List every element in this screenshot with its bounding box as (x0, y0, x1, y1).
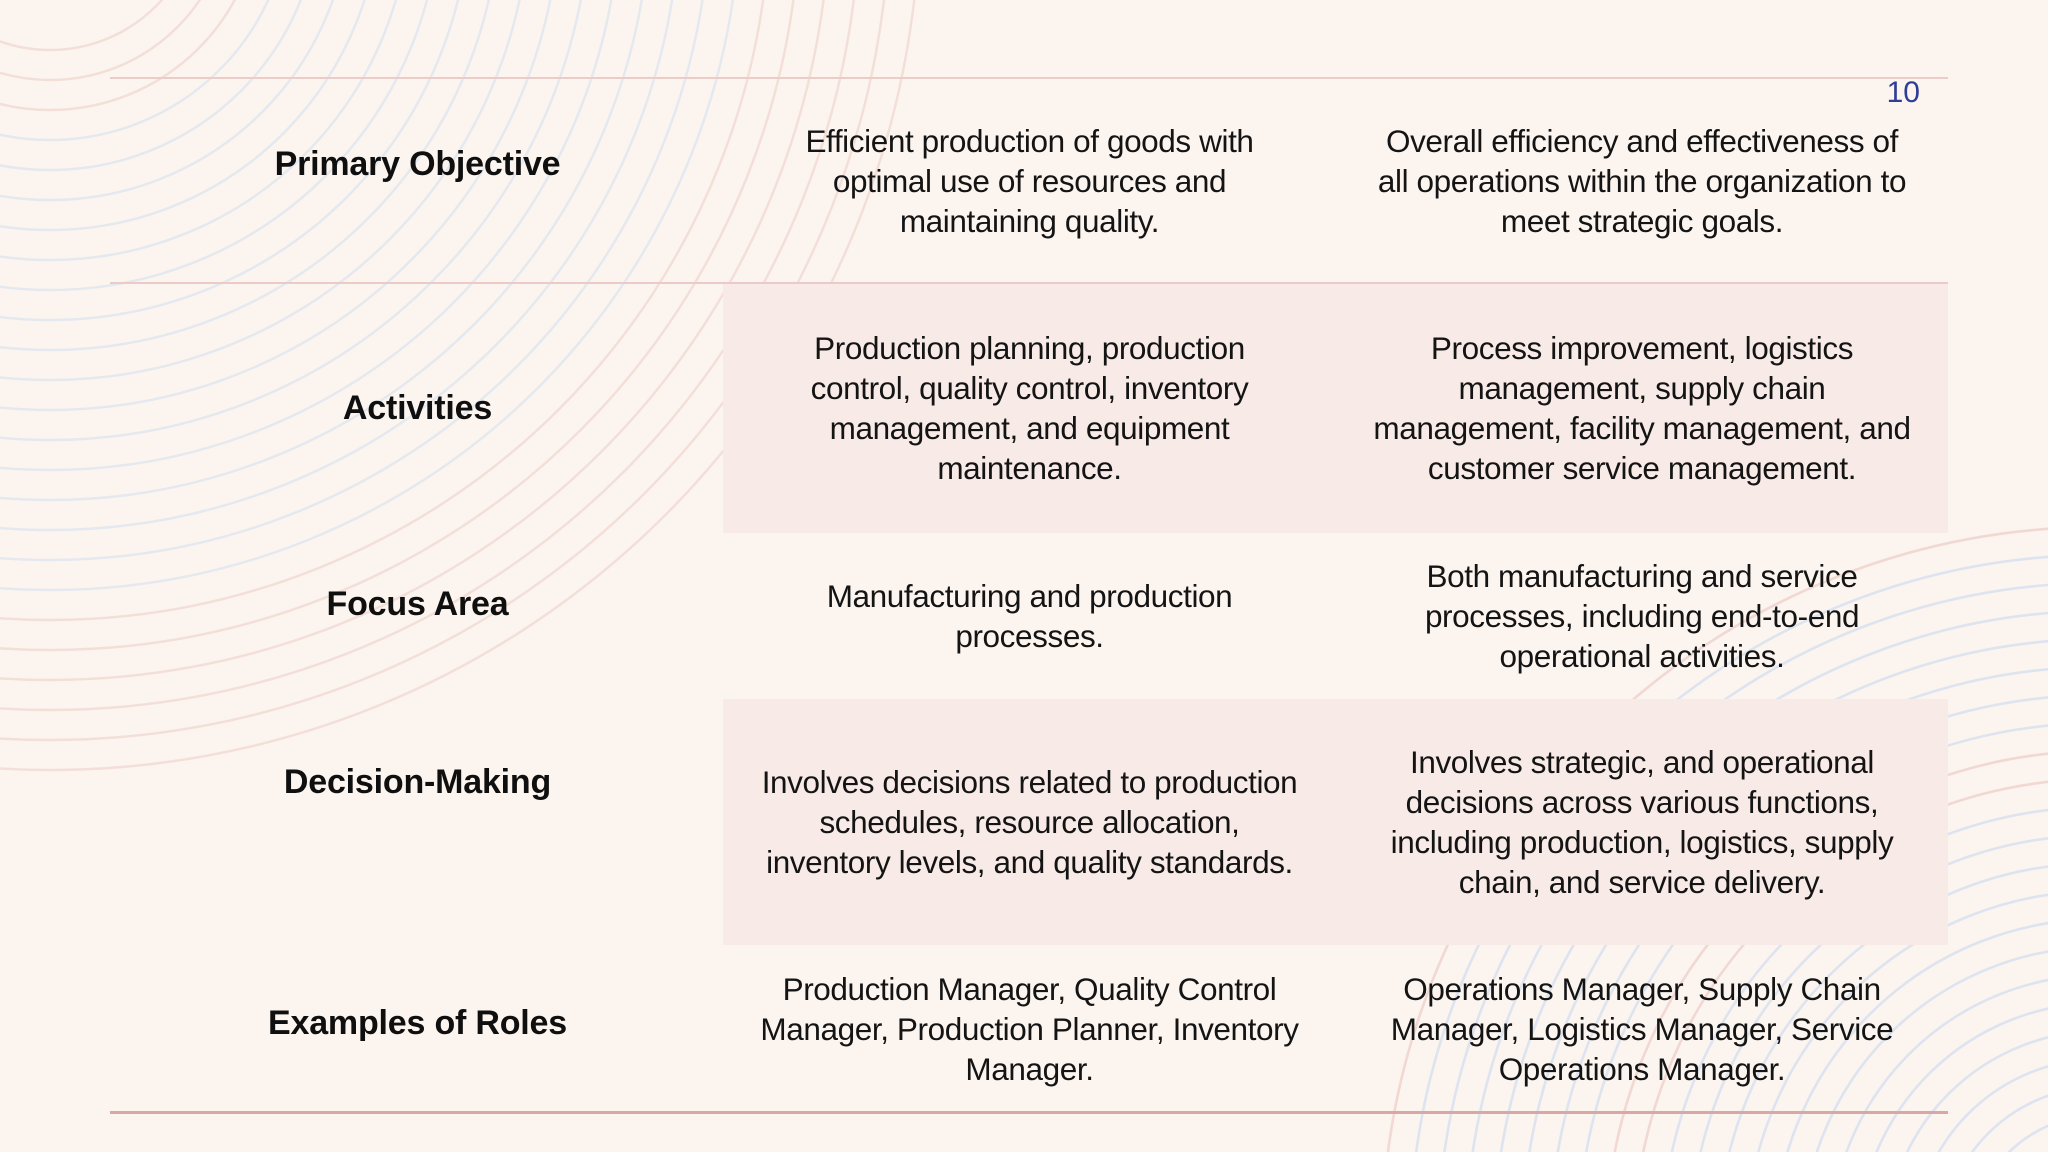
decorative-ring (0, 0, 236, 112)
page-number: 10 (1886, 76, 1920, 109)
row-divider-rule (110, 282, 1948, 284)
decorative-ring (0, 0, 460, 322)
comparison-table: Primary Objective Efficient production o… (112, 78, 1948, 1112)
column-3-cell: Involves strategic, and operational deci… (1336, 699, 1948, 945)
row-header-label: Decision-Making (283, 763, 552, 801)
row-header-cell: Primary Objective (112, 78, 723, 283)
decorative-ring (0, 0, 613, 472)
content-cells: Efficient production of goods with optim… (723, 78, 1948, 283)
decorative-ring (0, 0, 795, 651)
cell-text: Production Manager, Quality Control Mana… (760, 970, 1299, 1087)
row-header-label: Primary Objective (274, 144, 561, 183)
decorative-ring (0, 0, 335, 202)
row-header-cell: Decision-Making (112, 699, 723, 945)
decorative-ring (0, 0, 552, 412)
decorative-ring (0, 0, 366, 232)
decorative-ring (0, 0, 164, 52)
cell-text: Involves decisions related to production… (761, 764, 1298, 880)
column-3-cell: Operations Manager, Supply Chain Manager… (1336, 945, 1948, 1112)
column-3-cell: Overall efficiency and effectiveness of … (1336, 78, 1948, 283)
decorative-ring (0, 0, 765, 621)
content-cells: Production Manager, Quality Control Mana… (723, 945, 1948, 1112)
row-header-label: Activities (342, 389, 493, 427)
corner-arcs-top-left (0, 0, 916, 771)
cell-text: Process improvement, logistics managemen… (1373, 330, 1911, 486)
decorative-ring (2007, 1124, 2048, 1152)
cell-text: Manufacturing and production processes. (826, 578, 1233, 654)
decorative-ring (0, 0, 916, 771)
cell-text: Efficient production of goods with optim… (805, 122, 1254, 239)
column-2-cell: Production Manager, Quality Control Mana… (723, 945, 1336, 1112)
column-2-cell: Manufacturing and production processes. (723, 533, 1336, 699)
decorative-ring (0, 0, 734, 591)
decorative-ring (0, 0, 521, 382)
content-cells: Involves decisions related to production… (723, 699, 1948, 945)
decorative-ring (0, 0, 303, 172)
decorative-ring (0, 0, 490, 352)
cell-text: Production planning, production control,… (810, 330, 1249, 486)
decorative-ring (0, 0, 855, 711)
decorative-ring (0, 0, 704, 562)
decorative-ring (0, 0, 674, 532)
decorative-ring (0, 0, 202, 82)
row-header-cell: Examples of Roles (112, 945, 723, 1112)
column-2-cell: Production planning, production control,… (723, 283, 1336, 533)
decorative-ring (0, 0, 429, 292)
decorative-ring (0, 0, 825, 681)
row-header-cell: Activities (112, 283, 723, 533)
decorative-ring (0, 0, 398, 262)
top-rule (110, 77, 1948, 79)
row-header-cell: Focus Area (112, 533, 723, 699)
column-2-cell: Involves decisions related to production… (723, 699, 1336, 945)
column-3-cell: Process improvement, logistics managemen… (1336, 283, 1948, 533)
content-cells: Production planning, production control,… (723, 283, 1948, 533)
table-row: Examples of Roles Production Manager, Qu… (112, 945, 1948, 1112)
table-row: Focus Area Manufacturing and production … (112, 533, 1948, 699)
cell-text: Overall efficiency and effectiveness of … (1377, 122, 1907, 239)
row-header-label: Focus Area (326, 585, 509, 623)
content-cells: Manufacturing and production processes. … (723, 533, 1948, 699)
column-3-cell: Both manufacturing and service processes… (1336, 533, 1948, 699)
column-2-cell: Efficient production of goods with optim… (723, 78, 1336, 283)
bottom-rule (110, 1111, 1948, 1114)
table-row: Activities Production planning, producti… (112, 283, 1948, 533)
table-row: Primary Objective Efficient production o… (112, 78, 1948, 283)
decorative-ring (0, 0, 643, 502)
decorative-ring (0, 0, 270, 142)
row-header-label: Examples of Roles (268, 1003, 567, 1042)
decorative-ring (0, 0, 886, 741)
cell-text: Involves strategic, and operational deci… (1390, 744, 1894, 900)
cell-text: Operations Manager, Supply Chain Manager… (1390, 970, 1894, 1087)
table-row: Decision-Making Involves decisions relat… (112, 699, 1948, 945)
decorative-ring (0, 0, 582, 442)
decorative-ring (1970, 1094, 2048, 1152)
cell-text: Both manufacturing and service processes… (1424, 558, 1860, 674)
